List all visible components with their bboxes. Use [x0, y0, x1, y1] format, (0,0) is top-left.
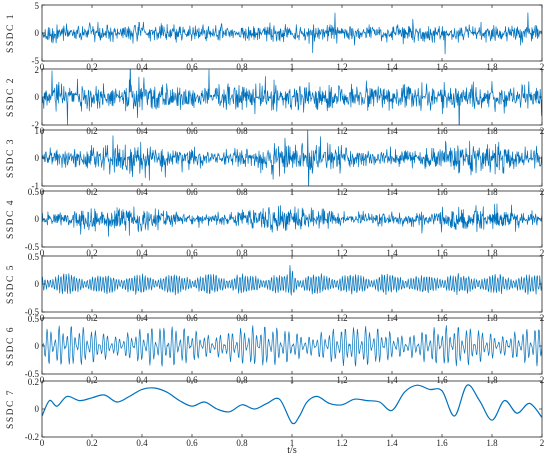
- ssdc-7-x-tick-label: 1.2: [336, 438, 347, 448]
- ssdc-7-signal: [42, 384, 542, 425]
- panel-ssdc-5: 00.20.40.60.811.21.41.61.82-0.500.5SSDC …: [6, 252, 544, 323]
- ssdc-4-x-tick-label: 0.8: [236, 248, 248, 258]
- ssdc-7-y-label: SSDC 7: [6, 389, 16, 429]
- ssdc-1-y-tick-label: 0: [35, 28, 40, 38]
- ssdc-5-y-tick-label: 0: [35, 279, 40, 289]
- ssdc-3-y-tick-label: 1: [35, 126, 40, 136]
- ssdc-6-x-tick-label: 0.8: [236, 375, 248, 385]
- ssdc-3-y-tick-label: 0: [35, 153, 40, 163]
- panel-ssdc-4: 0 0.2 0.4 0.6 0.8 1 1.2 1.4 1.6 1.8 2-0.500.5SSDC …: [6, 187, 544, 258]
- ssdc-6-x-tick-label: 1.6: [436, 375, 448, 385]
- ssdc-1-signal: [42, 12, 542, 55]
- ssdc-6-x-tick-label: 0: [40, 375, 45, 385]
- ssdc-2-y-tick-label: 0: [35, 92, 40, 102]
- ssdc-3-y-tick-label: -1: [32, 181, 40, 191]
- ssdc-7-x-tick-label: 0.4: [136, 438, 148, 448]
- ssdc-7-y-tick-label: 0: [35, 404, 40, 414]
- ssdc-4-x-tick-label: 0: [40, 248, 45, 258]
- ssdc-1-x-tick-label: 0.4: [136, 62, 148, 72]
- ssdc-3-y-label: SSDC 3: [6, 138, 16, 178]
- ssdc-4-signal: [42, 203, 542, 237]
- ssdc-5-y-tick-label: 0.5: [28, 252, 40, 262]
- ssdc-4-x-tick-label: 2: [540, 248, 545, 258]
- ssdc-1-x-tick-label: 1: [290, 62, 295, 72]
- ssdc-6-x-tick-label: 0.4: [136, 375, 148, 385]
- ssdc-1-x-tick-label: 0.2: [86, 62, 97, 72]
- ssdc-7-x-tick-label: 0.2: [86, 438, 97, 448]
- ssdc-7-x-tick-label: 2: [540, 438, 545, 448]
- ssdc-1-x-tick-label: 1.2: [336, 62, 347, 72]
- ssdc-6-y-tick-label: 0: [35, 341, 40, 351]
- ssdc-4-y-label: SSDC 4: [6, 199, 16, 239]
- panel-ssdc-7: 0 0.2 0.4 0.6 0.8 1 1.2 1.4 1.6 1.8 2-0.200.2SSDC …: [6, 377, 544, 448]
- ssdc-7-axes-frame: [41, 380, 543, 438]
- ssdc-4-x-tick-label: 1.2: [336, 248, 347, 258]
- ssdc-1-x-tick-label: 2: [540, 62, 545, 72]
- ssdc-7-x-tick-label: 0.8: [236, 438, 248, 448]
- ssdc-7-y-tick-label: 0.2: [28, 377, 39, 387]
- ssdc-6-y-tick-label: -0.5: [25, 369, 40, 379]
- ssdc-1-x-tick-label: 0.8: [236, 62, 248, 72]
- ssdc-7-x-tick-label: 1.8: [486, 438, 498, 448]
- ssdc-4-y-tick-label: -0.5: [25, 242, 40, 252]
- ssdc-4-y-tick-label: 0.5: [28, 187, 40, 197]
- ssdc-4-x-tick-label: 1: [290, 248, 295, 258]
- ssdc-2-y-tick-label: -2: [32, 120, 40, 130]
- ssdc-4-x-tick-label: 1.4: [386, 248, 398, 258]
- ssdc-4-x-tick-label: 1.6: [436, 248, 448, 258]
- ssdc-1-x-tick-label: 0.6: [186, 62, 198, 72]
- ssdc-2-signal: [42, 69, 542, 125]
- ssdc-1-x-tick-label: 1.6: [436, 62, 448, 72]
- ssdc-6-x-tick-label: 1.2: [336, 375, 347, 385]
- ssdc-7-x-tick-label: 1.6: [436, 438, 448, 448]
- ssdc-7-y-tick-label: -0.2: [25, 432, 39, 442]
- panel-ssdc-6: 0 0.2 0.4 0.6 0.8 1 1.2 1.4 1.6 1.8 2-0.500.5SSDC …: [6, 314, 544, 385]
- ssdc-2-y-tick-label: 2: [35, 65, 40, 75]
- ssdc-1-y-tick-label: 5: [35, 1, 40, 11]
- ssdc-7-x-tick-label: 0.6: [186, 438, 198, 448]
- ssdc-6-x-tick-label: 1.8: [486, 375, 498, 385]
- ssdc-6-signal: [42, 325, 542, 367]
- ssdc-2-y-label: SSDC 2: [6, 77, 16, 117]
- ssdc-4-x-tick-label: 0.4: [136, 248, 148, 258]
- ssdc-6-x-tick-label: 0.2: [86, 375, 97, 385]
- ssdc-7-x-tick-label: 1: [290, 438, 295, 448]
- ssdc-4-x-tick-label: 1.8: [486, 248, 498, 258]
- ssdc-5-y-label: SSDC 5: [6, 264, 16, 304]
- ssdc-7-x-tick-label: 1.4: [386, 438, 398, 448]
- ssdc-1-x-tick-label: 1.4: [386, 62, 398, 72]
- ssdc-1-y-label: SSDC 1: [6, 13, 16, 53]
- ssdc-5-signal: [42, 264, 542, 296]
- ssdc-1-x-tick-label: 0: [40, 62, 45, 72]
- x-axis-label: t/s: [287, 445, 297, 456]
- ssdc-6-y-tick-label: 0.5: [28, 314, 40, 324]
- ssdc-3-signal: [42, 130, 542, 186]
- ssdc-6-x-tick-label: 0.6: [186, 375, 198, 385]
- ssdc-5-y-tick-label: -0.5: [25, 307, 40, 317]
- ssdc-6-x-tick-label: 1: [290, 375, 295, 385]
- ssdc-4-y-tick-label: 0: [35, 214, 40, 224]
- ssdc-4-x-tick-label: 0.6: [186, 248, 198, 258]
- ssdc-6-x-tick-label: 2: [540, 375, 545, 385]
- ssdc-6-x-tick-label: 1.4: [386, 375, 398, 385]
- ssdc-4-x-tick-label: 0.2: [86, 248, 97, 258]
- ssdc-1-x-tick-label: 1.8: [486, 62, 498, 72]
- ssdc-7-x-tick-label: 0: [40, 438, 45, 448]
- ssdc-6-y-label: SSDC 6: [6, 326, 16, 366]
- ssdc-1-y-tick-label: -5: [32, 56, 40, 66]
